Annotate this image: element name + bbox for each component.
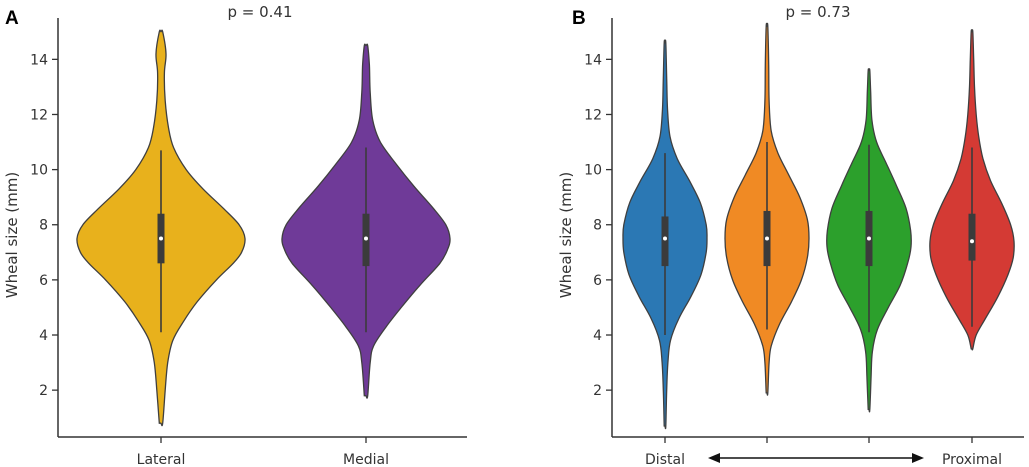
panel-a-axes: 2 4 6 8 10 12 14 Lateral Medial: [30, 18, 467, 467]
panel-b-violin-iqr-box: [968, 213, 976, 261]
panel-b-y-tick-label: 6: [593, 273, 602, 289]
panel-b-violin-median: [970, 239, 974, 244]
panel-b-axes: 2 4 6 8 10 12 14 Distal Proximal: [584, 18, 1024, 467]
panel-b-x-tick-label: Proximal: [942, 452, 1002, 467]
panel-a-violins: [76, 29, 451, 427]
panel-letter-a: A: [5, 8, 19, 29]
panel-a-y-axis-label: Wheal size (mm): [3, 172, 21, 298]
panel-a-y-tick-label: 12: [30, 107, 48, 123]
panel-b-violin-median: [765, 236, 769, 241]
panel-b-y-tick-label: 4: [593, 328, 602, 344]
panel-a-y-tick-label: 4: [39, 328, 48, 344]
panel-b-violin-median: [663, 236, 667, 241]
panel-b-violins: [622, 22, 1015, 430]
panel-b-x-tick-label: Distal: [645, 452, 685, 467]
panel-b-y-tick-label: 14: [584, 52, 602, 68]
arrow-head-right-icon: [912, 453, 924, 463]
panel-a-p-value: p = 0.41: [227, 3, 292, 21]
arrow-head-left-icon: [708, 453, 720, 463]
panel-a-y-tick-label: 6: [39, 273, 48, 289]
panel-b-p-value: p = 0.73: [785, 3, 850, 21]
panel-a-violin-median: [159, 236, 163, 241]
panel-b-violin-median: [867, 236, 871, 241]
panel-b-y-axis-label: Wheal size (mm): [557, 172, 575, 298]
panel-b-y-tick-label: 12: [584, 107, 602, 123]
panel-letter-b: B: [572, 8, 586, 29]
panel-a-y-tick-label: 14: [30, 52, 48, 68]
panel-b-y-tick-label: 10: [584, 163, 602, 179]
panel-b: B p = 0.73 Wheal size (mm) 2 4 6 8 10 12 14 Dis…: [557, 3, 1024, 467]
panel-b-y-tick-label: 8: [593, 218, 602, 234]
panel-a-x-tick-label: Lateral: [137, 452, 186, 467]
panel-a-violin-median: [364, 236, 368, 241]
panel-a-y-tick-label: 8: [39, 218, 48, 234]
panel-b-violin-iqr-box: [661, 216, 669, 267]
panel-b-y-tick-label: 2: [593, 383, 602, 399]
direction-arrow: [708, 453, 924, 463]
panel-a-y-tick-label: 2: [39, 383, 48, 399]
panel-a: A p = 0.41 Wheal size (mm) 2 4 6 8 10 12 14 Lat…: [3, 3, 467, 467]
panel-a-x-tick-label: Medial: [343, 452, 389, 467]
panel-a-y-tick-label: 10: [30, 163, 48, 179]
